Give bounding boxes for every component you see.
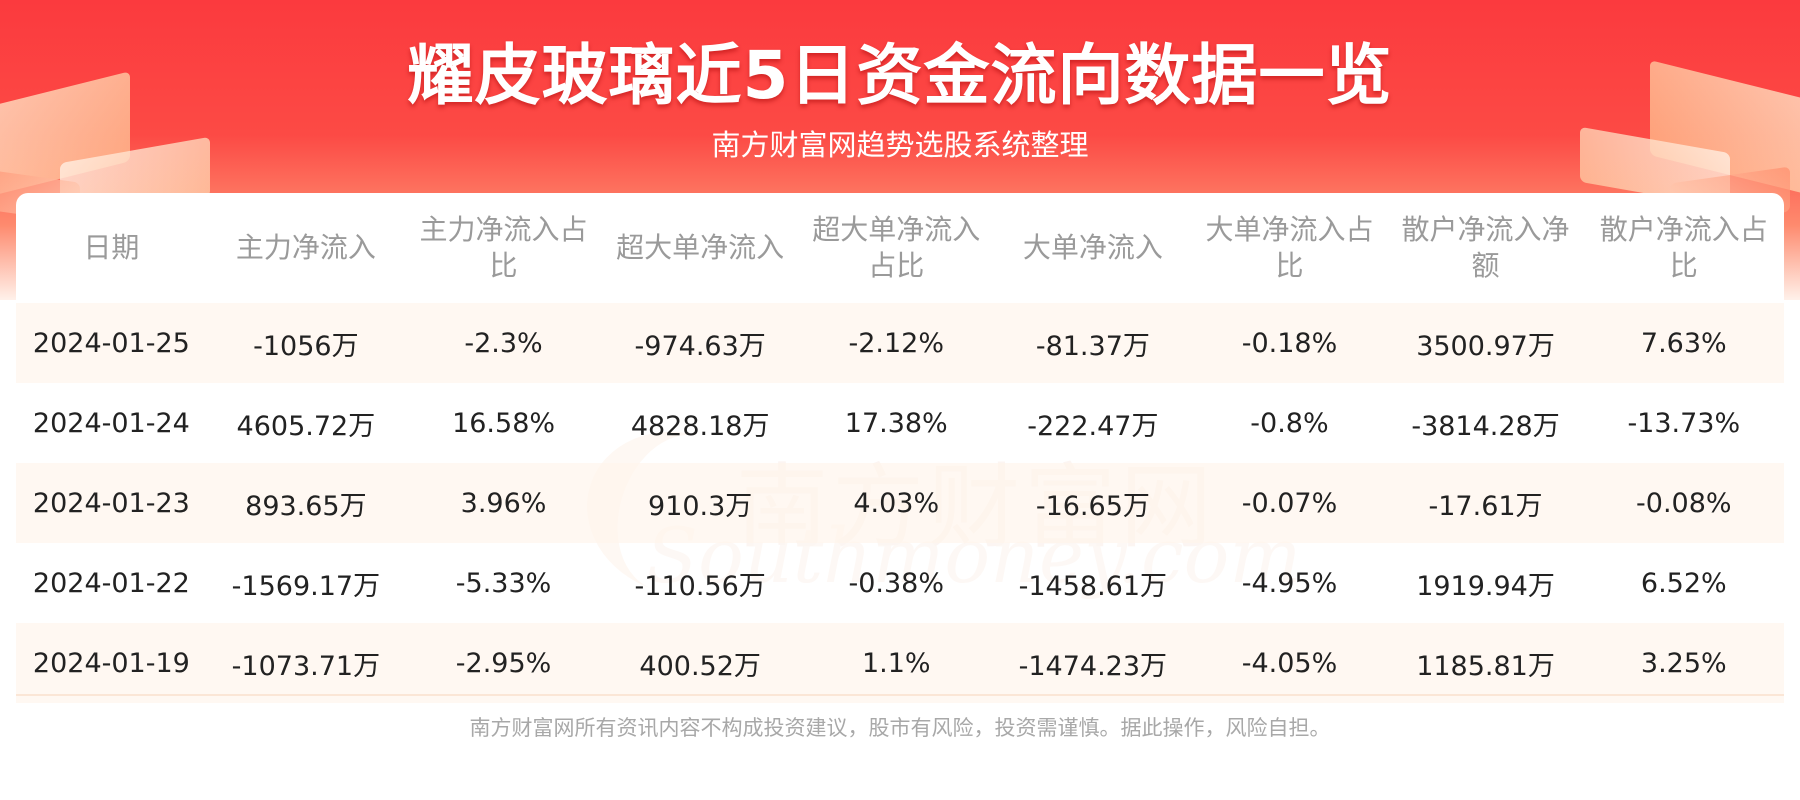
- table-cell: -16.65万: [994, 463, 1192, 543]
- table-header-row: 日期 主力净流入 主力净流入占比 超大单净流入 超大单净流入占比 大单净流入 大…: [16, 193, 1784, 303]
- table-cell: 1.1%: [798, 623, 995, 703]
- table-cell: 3.96%: [404, 463, 603, 543]
- column-header-date: 日期: [83, 231, 140, 264]
- table-cell: 2024-01-25: [16, 303, 207, 383]
- fund-flow-table: 日期 主力净流入 主力净流入占比 超大单净流入 超大单净流入占比 大单净流入 大…: [16, 193, 1784, 703]
- table-cell: -2.3%: [404, 303, 603, 383]
- table-cell: 4828.18万: [602, 383, 799, 463]
- column-header-large-inflow: 大单净流入: [1022, 231, 1163, 264]
- table-row: 2024-01-23 893.65万 3.96% 910.3万 4.03% -1…: [16, 463, 1784, 543]
- disclaimer-text: 南方财富网所有资讯内容不构成投资建议，股市有风险，投资需谨慎。据此操作，风险自担…: [469, 716, 1331, 740]
- table-cell: 400.52万: [602, 623, 799, 703]
- table-cell: -81.37万: [994, 303, 1192, 383]
- table-cell: -4.05%: [1191, 623, 1388, 703]
- column-header-large-inflow-ratio: 大单净流入占比: [1205, 213, 1374, 282]
- table-cell: 3500.97万: [1387, 303, 1584, 383]
- column-header-retail-inflow: 散户净流入净额: [1401, 213, 1570, 282]
- table-cell: 910.3万: [602, 463, 799, 543]
- table-cell: 1919.94万: [1387, 543, 1584, 623]
- table-cell: -1569.17万: [206, 543, 405, 623]
- table-cell: 4605.72万: [206, 383, 405, 463]
- table-cell: -17.61万: [1387, 463, 1584, 543]
- table-cell: 6.52%: [1583, 543, 1784, 623]
- table-cell: 893.65万: [206, 463, 405, 543]
- table-row: 2024-01-24 4605.72万 16.58% 4828.18万 17.3…: [16, 383, 1784, 463]
- column-header-retail-inflow-ratio: 散户净流入占比: [1599, 213, 1768, 282]
- table-cell: -974.63万: [602, 303, 799, 383]
- table-cell: -5.33%: [404, 543, 603, 623]
- table-row: 2024-01-19 -1073.71万 -2.95% 400.52万 1.1%…: [16, 623, 1784, 703]
- table-cell: -2.12%: [798, 303, 995, 383]
- page-title: 耀皮玻璃近5日资金流向数据一览: [407, 37, 1393, 114]
- table-cell: -0.8%: [1191, 383, 1388, 463]
- table-cell: 2024-01-24: [16, 383, 207, 463]
- table-cell: 2024-01-19: [16, 623, 207, 703]
- table-cell: -13.73%: [1583, 383, 1784, 463]
- table-cell: -3814.28万: [1387, 383, 1584, 463]
- column-header-main-inflow: 主力净流入: [235, 231, 376, 264]
- table-cell: -0.08%: [1583, 463, 1784, 543]
- table-cell: -222.47万: [994, 383, 1192, 463]
- table-cell: -2.95%: [404, 623, 603, 703]
- table-cell: 17.38%: [798, 383, 995, 463]
- table-cell: -4.95%: [1191, 543, 1388, 623]
- table-cell: -1073.71万: [206, 623, 405, 703]
- table-row: 2024-01-22 -1569.17万 -5.33% -110.56万 -0.…: [16, 543, 1784, 623]
- table-cell: 1185.81万: [1387, 623, 1584, 703]
- table-cell: -110.56万: [602, 543, 799, 623]
- table-cell: -1458.61万: [994, 543, 1192, 623]
- table-cell: 4.03%: [798, 463, 995, 543]
- data-card: 南方财富网 Southmoney.com 日期 主力净流入 主力净流入占比 超大…: [16, 193, 1784, 800]
- table-cell: 3.25%: [1583, 623, 1784, 703]
- footer-divider: [16, 694, 1784, 696]
- table-cell: -1474.23万: [994, 623, 1192, 703]
- table-cell: 7.63%: [1583, 303, 1784, 383]
- column-header-main-inflow-ratio: 主力净流入占比: [419, 213, 588, 282]
- column-header-xl-inflow-ratio: 超大单净流入占比: [812, 213, 981, 282]
- page-subtitle: 南方财富网趋势选股系统整理: [711, 128, 1089, 162]
- table-row: 2024-01-25 -1056万 -2.3% -974.63万 -2.12% …: [16, 303, 1784, 383]
- table-cell: 2024-01-22: [16, 543, 207, 623]
- table-cell: -0.07%: [1191, 463, 1388, 543]
- table-cell: 16.58%: [404, 383, 603, 463]
- table-cell: -0.38%: [798, 543, 995, 623]
- table-cell: -0.18%: [1191, 303, 1388, 383]
- column-header-xl-inflow: 超大单净流入: [616, 231, 785, 264]
- table-cell: 2024-01-23: [16, 463, 207, 543]
- table-cell: -1056万: [206, 303, 405, 383]
